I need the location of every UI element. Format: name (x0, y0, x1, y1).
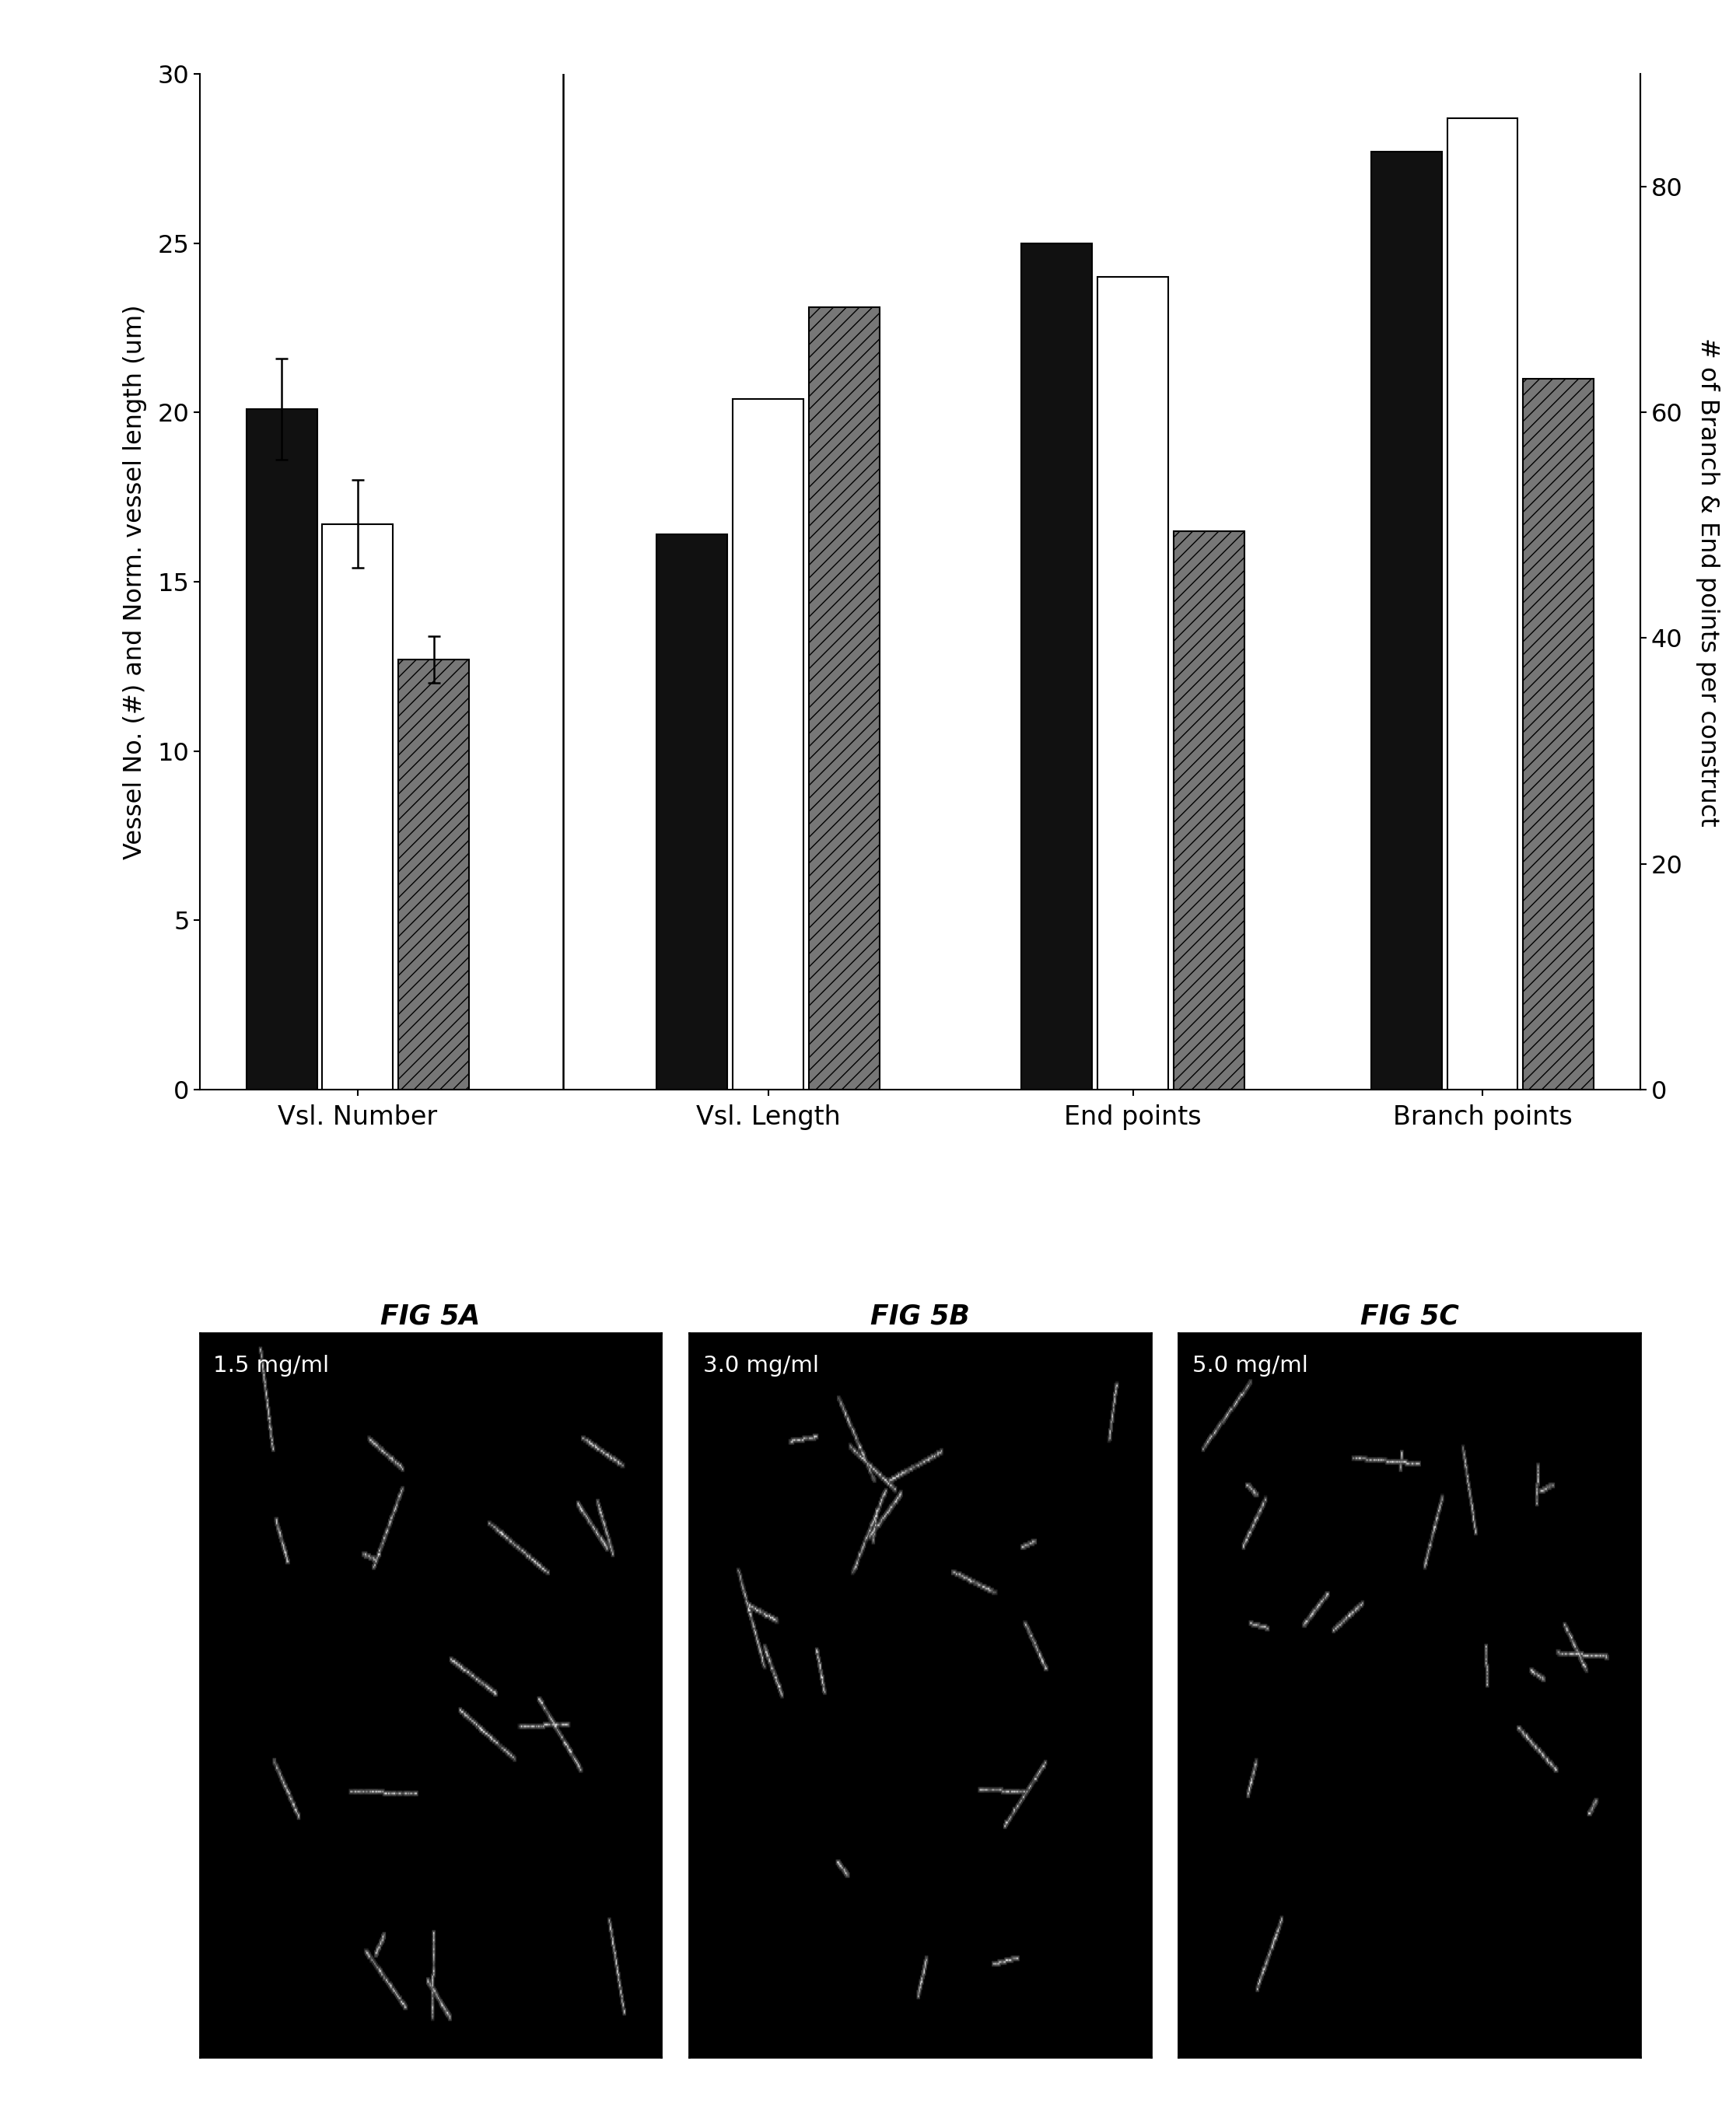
Bar (247, 409, 318, 1089)
Text: 1.5 mg/ml: 1.5 mg/ml (214, 1355, 330, 1376)
Bar (1371, 152, 1443, 1089)
Bar (1174, 532, 1245, 1089)
Title: FIG 5B: FIG 5B (870, 1304, 970, 1329)
Title: FIG 5C: FIG 5C (1361, 1304, 1458, 1329)
Bar (1021, 243, 1092, 1089)
Y-axis label: # of Branch & End points per construct: # of Branch & End points per construct (1696, 338, 1720, 827)
Bar (1448, 118, 1517, 1089)
Bar (398, 660, 469, 1089)
Y-axis label: Vessel No. (#) and Norm. vessel length (um): Vessel No. (#) and Norm. vessel length (… (123, 304, 148, 859)
Bar (809, 308, 880, 1089)
Bar (1097, 276, 1168, 1089)
Text: 3.0 mg/ml: 3.0 mg/ml (703, 1355, 819, 1376)
Bar (733, 399, 804, 1089)
Bar (1522, 378, 1594, 1089)
Title: FIG 5A: FIG 5A (380, 1304, 481, 1329)
Bar (323, 523, 392, 1089)
Bar (656, 534, 727, 1089)
Text: 5.0 mg/ml: 5.0 mg/ml (1193, 1355, 1309, 1376)
